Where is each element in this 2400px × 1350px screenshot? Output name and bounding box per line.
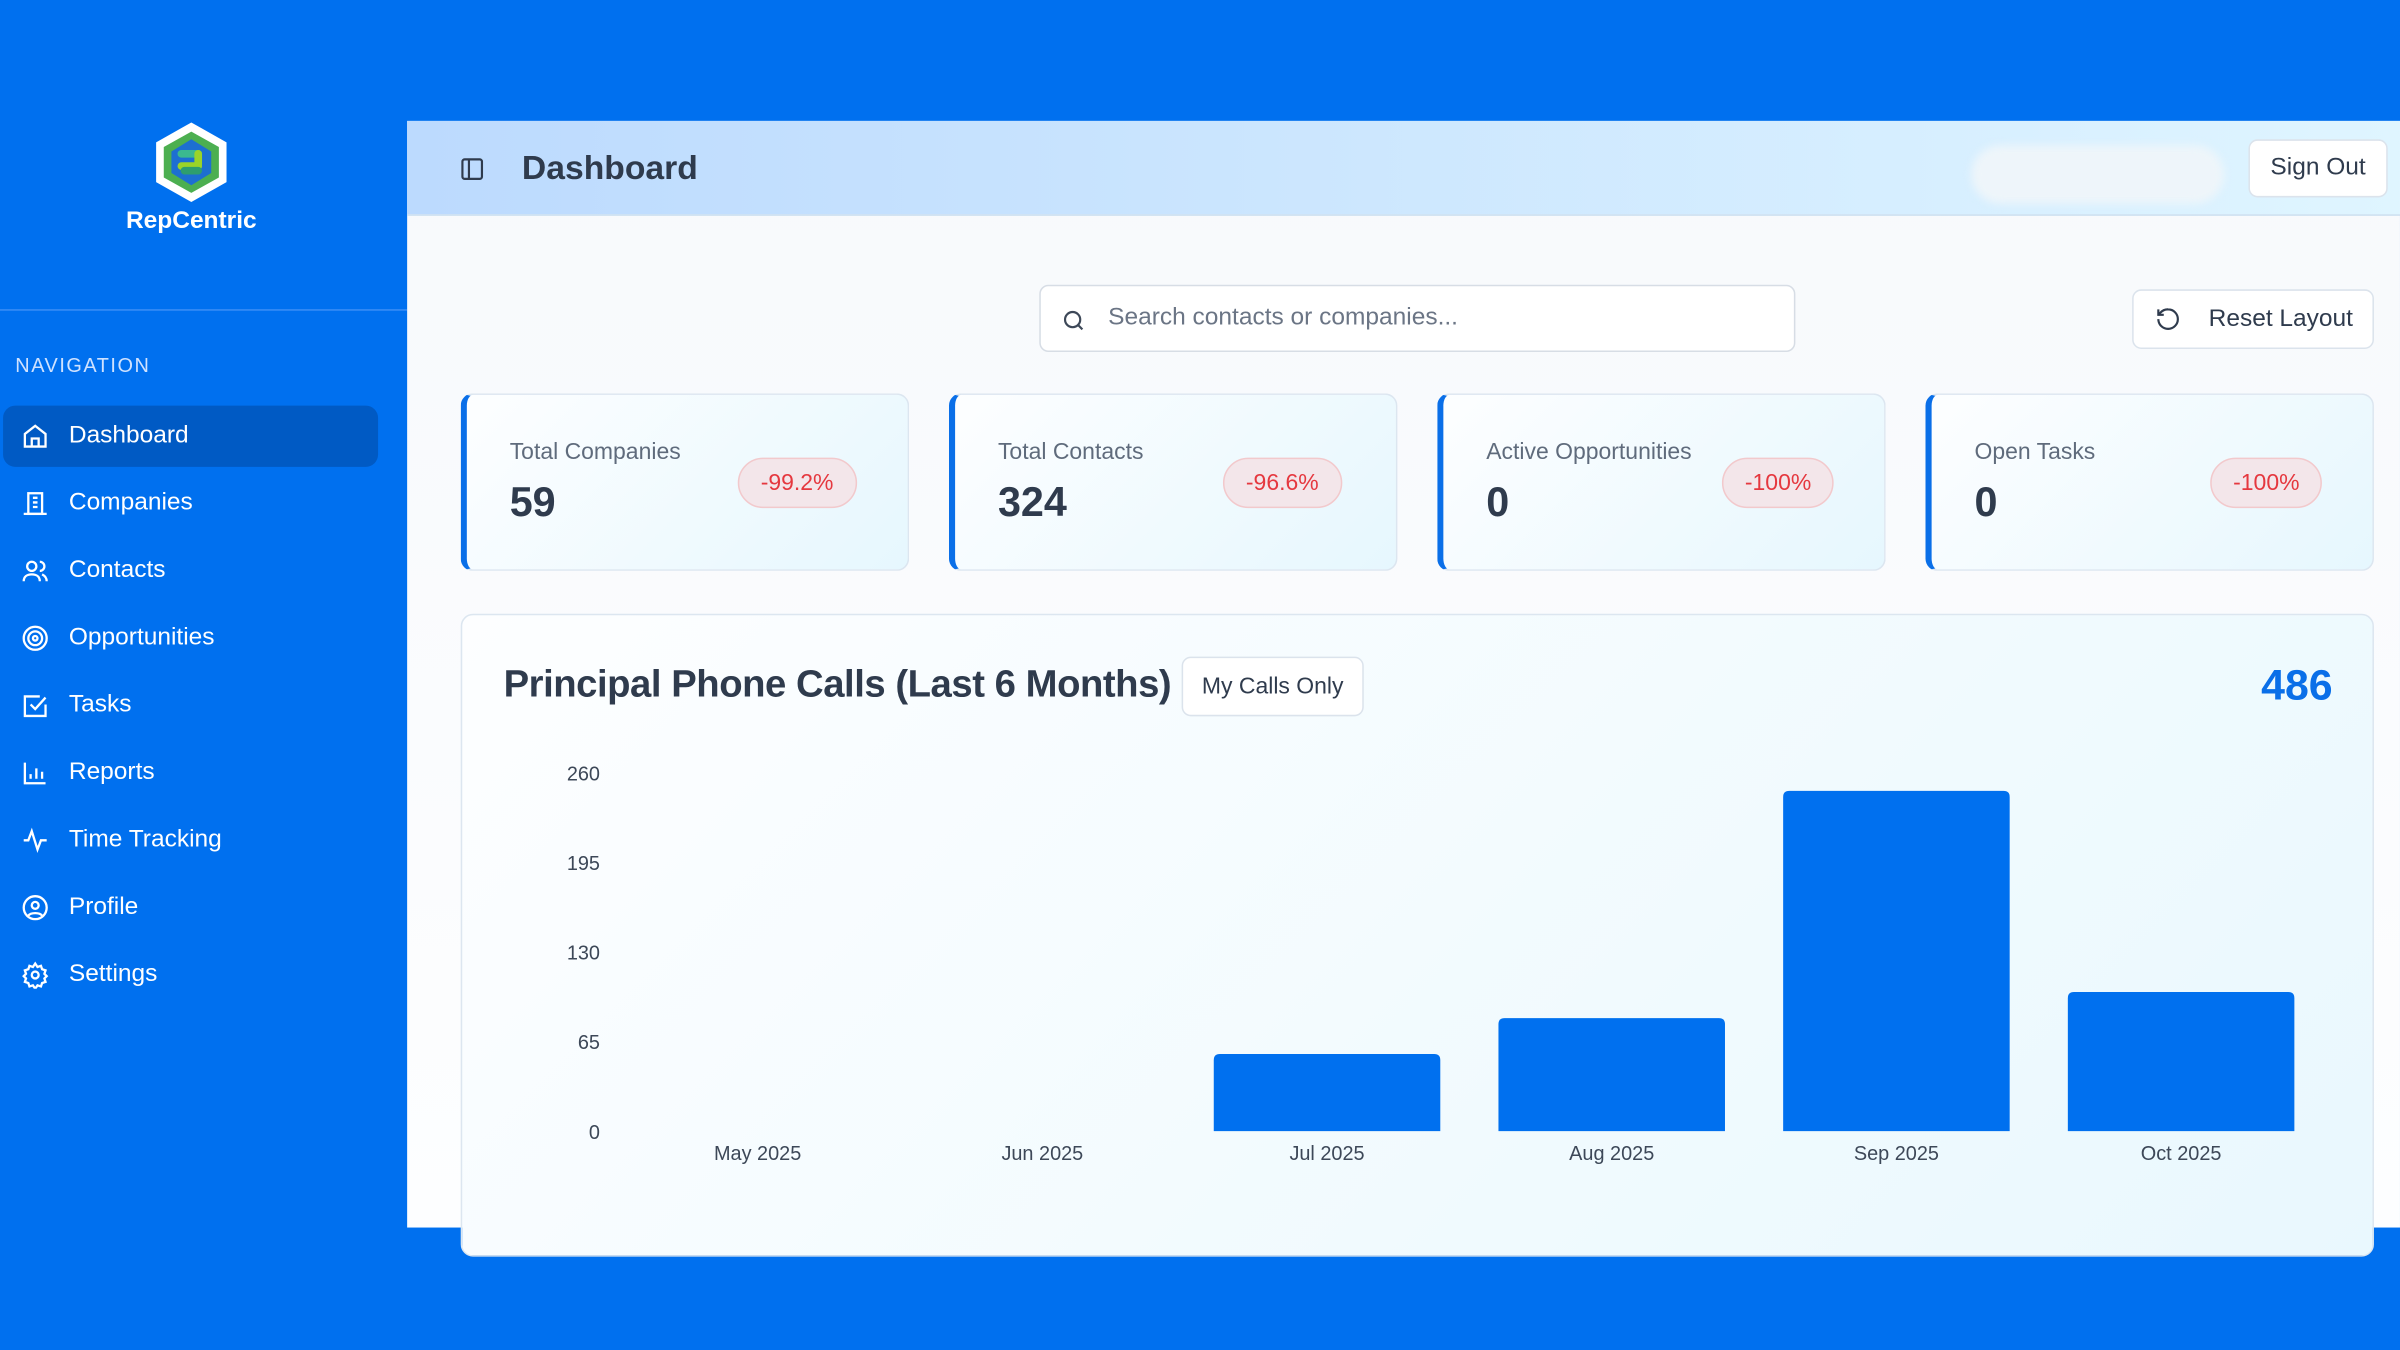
- stat-value: 0: [1486, 479, 1510, 525]
- stat-card-contacts[interactable]: Total Contacts 324 -96.6%: [948, 393, 1398, 571]
- sidebar-item-label: Dashboard: [68, 422, 189, 449]
- change-badge: -100%: [2210, 457, 2323, 509]
- sidebar-item-profile[interactable]: Profile: [3, 877, 378, 938]
- y-tick-label: 260: [567, 764, 600, 786]
- user-email-redacted[interactable]: [1971, 145, 2224, 204]
- chart-title: Principal Phone Calls (Last 6 Months): [503, 662, 1172, 706]
- bar-oct-2025[interactable]: [2067, 991, 2295, 1132]
- y-tick-label: 195: [567, 853, 600, 875]
- logo[interactable]: RepCentric: [0, 119, 383, 235]
- calls-total: 486: [2261, 661, 2333, 709]
- top-header: Dashboard Sign Out: [407, 120, 2400, 216]
- brand-name: RepCentric: [125, 208, 257, 235]
- sidebar-item-label: Time Tracking: [68, 826, 222, 853]
- target-icon: [22, 625, 48, 651]
- sidebar-item-label: Companies: [68, 489, 193, 516]
- change-badge: -99.2%: [737, 457, 857, 509]
- sidebar-item-tasks[interactable]: Tasks: [3, 675, 378, 736]
- sidebar-item-label: Reports: [68, 759, 155, 786]
- x-tick-label: May 2025: [714, 1143, 801, 1165]
- phone-calls-chart-card: 0 65 130 195 260 May 2025 Jun 2025 Jul 2025 Aug …: [460, 613, 2374, 1257]
- nav-section-label: NAVIGATION: [15, 353, 151, 377]
- change-badge: -96.6%: [1222, 457, 1342, 509]
- sidebar-item-label: Tasks: [68, 691, 132, 718]
- y-tick-label: 0: [589, 1122, 600, 1144]
- stat-value: 59: [509, 479, 556, 525]
- search-icon: [1063, 310, 1084, 331]
- stat-label: Total Companies: [509, 439, 681, 466]
- reset-layout-button[interactable]: Reset Layout: [2132, 289, 2374, 349]
- rotate-ccw-icon: [2157, 308, 2179, 330]
- sidebar-item-label: Opportunities: [68, 624, 215, 651]
- bar-chart-icon: [23, 762, 46, 785]
- page-title: Dashboard: [521, 148, 698, 187]
- stat-label: Active Opportunities: [1486, 439, 1692, 466]
- sidebar-toggle-icon[interactable]: [459, 156, 485, 182]
- x-tick-label: Oct 2025: [2141, 1143, 2222, 1165]
- search-input[interactable]: [1108, 286, 1767, 351]
- x-tick-label: Sep 2025: [1854, 1143, 1939, 1165]
- bar-aug-2025[interactable]: [1498, 1018, 1725, 1132]
- sidebar-item-dashboard[interactable]: Dashboard: [3, 405, 379, 467]
- bar-jul-2025[interactable]: [1213, 1053, 1441, 1132]
- stat-value: 324: [997, 479, 1067, 525]
- logo-hexagon-icon: [156, 122, 227, 203]
- x-tick-label: Jun 2025: [1001, 1143, 1083, 1165]
- bar-chart: 0 65 130 195 260 May 2025 Jun 2025 Jul 2025 Aug …: [567, 764, 2295, 1165]
- check-square-icon: [23, 695, 47, 718]
- sidebar-item-reports[interactable]: Reports: [3, 742, 378, 803]
- bar-sep-2025[interactable]: [1783, 790, 2010, 1132]
- sidebar-item-time-tracking[interactable]: Time Tracking: [3, 810, 378, 871]
- gear-icon: [22, 961, 49, 989]
- my-calls-only-button[interactable]: My Calls Only: [1181, 656, 1364, 717]
- sidebar-item-contacts[interactable]: Contacts: [3, 540, 378, 601]
- stat-label: Open Tasks: [1974, 439, 2096, 466]
- sidebar-item-companies[interactable]: Companies: [3, 473, 378, 534]
- stat-card-tasks[interactable]: Open Tasks 0 -100%: [1925, 393, 2374, 571]
- sidebar-item-label: Contacts: [68, 557, 166, 584]
- sidebar-item-label: Profile: [68, 893, 139, 920]
- home-icon: [23, 424, 47, 448]
- activity-icon: [23, 827, 47, 854]
- sign-out-button[interactable]: Sign Out: [2248, 139, 2388, 198]
- stat-card-companies[interactable]: Total Companies 59 -99.2%: [460, 393, 910, 571]
- building-icon: [23, 492, 47, 516]
- user-circle-icon: [22, 895, 48, 921]
- x-tick-label: Jul 2025: [1289, 1143, 1364, 1165]
- stat-value: 0: [1974, 479, 1998, 525]
- main-content: Dashboard Sign Out Reset Layout Total Co…: [407, 120, 2400, 1257]
- sidebar-item-label: Settings: [68, 961, 158, 988]
- sidebar-item-opportunities[interactable]: Opportunities: [3, 608, 378, 669]
- sidebar-item-settings[interactable]: Settings: [3, 944, 378, 1005]
- sidebar-divider: [0, 309, 408, 311]
- reset-layout-label: Reset Layout: [2208, 305, 2353, 332]
- y-tick-label: 130: [567, 943, 600, 965]
- change-badge: -100%: [1721, 457, 1835, 509]
- stat-card-opportunities[interactable]: Active Opportunities 0 -100%: [1437, 393, 1886, 571]
- users-icon: [22, 560, 48, 582]
- search-box[interactable]: [1039, 284, 1796, 353]
- stat-label: Total Contacts: [997, 439, 1144, 466]
- y-tick-label: 65: [578, 1032, 600, 1054]
- x-tick-label: Aug 2025: [1569, 1143, 1654, 1165]
